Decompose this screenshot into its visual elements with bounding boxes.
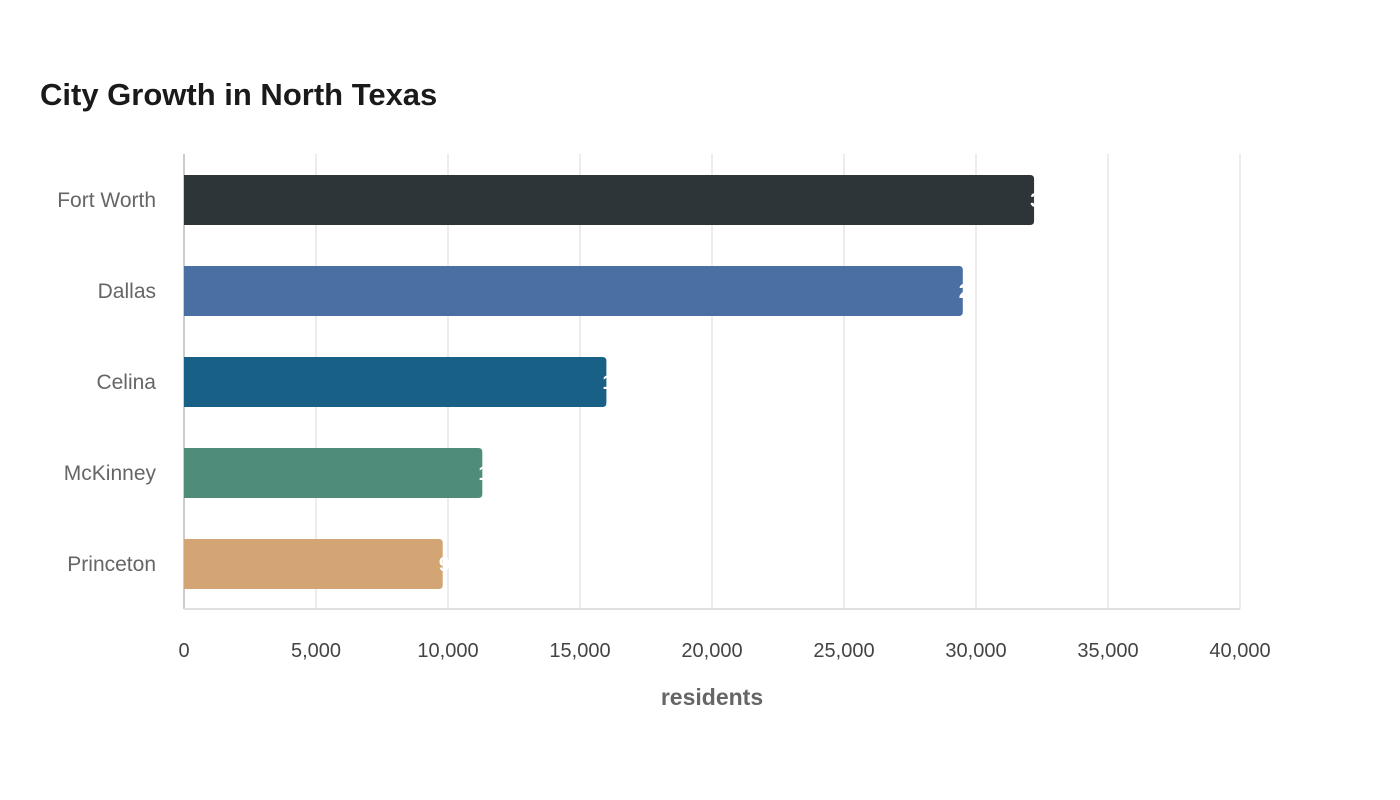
bars [184,175,1035,589]
bar [184,357,607,407]
x-tick-label: 20,000 [681,640,742,662]
data-label: 1 [478,463,489,485]
category-label: Celina [96,371,156,394]
category-label: Dallas [98,280,156,303]
bar [184,448,483,498]
bar [184,539,443,589]
x-tick-label: 35,000 [1077,640,1138,662]
data-label: 2 [959,281,970,303]
x-tick-label: 40,000 [1209,640,1270,662]
chart-title: City Growth in North Texas [40,77,438,112]
category-label: Princeton [67,553,156,576]
x-tick-label: 0 [178,640,189,662]
x-axis-title: residents [661,684,763,710]
data-label: 3 [1030,190,1041,212]
bar [184,266,963,316]
category-label: McKinney [64,462,157,485]
data-labels: 3 2 1 1 9 [439,190,1041,576]
x-tick-label: 30,000 [945,640,1006,662]
x-tick-labels: 0 5,000 10,000 15,000 20,000 25,000 30,000 35,0… [178,640,1270,662]
x-tick-label: 5,000 [291,640,341,662]
category-label: Fort Worth [57,189,156,212]
x-tick-label: 10,000 [417,640,478,662]
x-tick-label: 15,000 [549,640,610,662]
x-tick-label: 25,000 [813,640,874,662]
data-label: 9 [439,554,450,576]
bar [184,175,1035,225]
category-labels: Fort Worth Dallas Celina McKinney Princeton [57,189,156,576]
data-label: 1 [602,372,613,394]
